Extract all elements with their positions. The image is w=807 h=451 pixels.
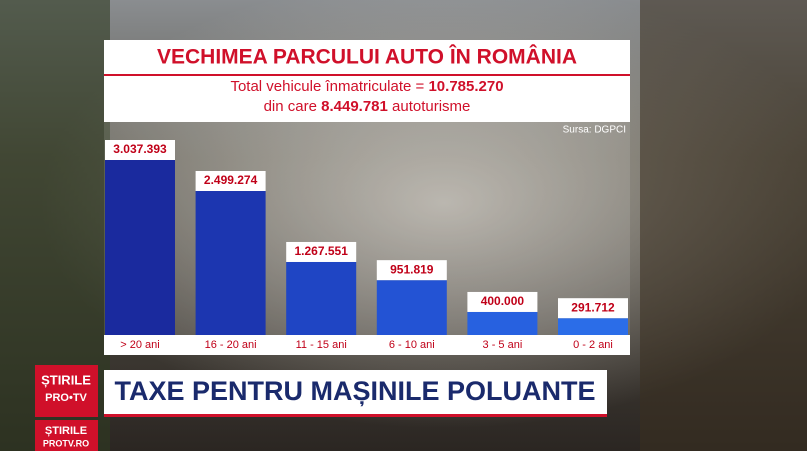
chart-title: VECHIMEA PARCULUI AUTO ÎN ROMÂNIA: [157, 45, 577, 69]
web-text: ȘTIRILE: [45, 425, 87, 437]
value-label-box: [558, 298, 628, 319]
logo-text: ȘTIRILE: [41, 372, 91, 387]
bar: [376, 280, 447, 335]
bar: [467, 311, 538, 335]
value-label-box: [376, 260, 447, 281]
subtitle-text: Total vehicule înmatriculate =: [230, 78, 428, 95]
headline: TAXE PENTRU MAȘINILE POLUANTE: [114, 376, 595, 406]
chart-area: [104, 122, 630, 355]
category-strip: [104, 335, 630, 355]
logo-text: PRO•TV: [45, 392, 87, 404]
value-label: 951.819: [390, 262, 434, 276]
subtitle-text: autoturisme: [388, 98, 471, 115]
subtitle-text: din care: [264, 98, 322, 115]
x-tick-label: 11 - 15 ani: [296, 339, 347, 351]
divider: [104, 74, 630, 76]
value-label: 400.000: [481, 294, 525, 308]
banner: [104, 370, 607, 416]
header-box: [104, 40, 630, 122]
value-label-box: [105, 140, 175, 160]
logo-box: [35, 365, 98, 417]
x-tick-label: 0 - 2 ani: [573, 339, 613, 351]
subtitle: din care 8.449.781 autoturisme: [264, 98, 471, 115]
x-tick-label: 3 - 5 ani: [483, 339, 523, 351]
web-text: PROTV.RO: [43, 438, 89, 448]
bars: 3.037.393 > 20 ani 2.499.274 16 - 20 ani 1.2…: [105, 140, 628, 351]
x-tick-label: 16 - 20 ani: [205, 339, 257, 351]
value-label-box: [467, 291, 538, 312]
subtitle: Total vehicule înmatriculate = 10.785.27…: [230, 78, 503, 95]
subtitle-number: 8.449.781: [321, 98, 388, 115]
value-label: 1.267.551: [295, 244, 349, 258]
x-tick-label: 6 - 10 ani: [389, 339, 435, 351]
bar: [105, 160, 175, 335]
trees-right: [640, 0, 807, 451]
subtitle-number: 10.785.270: [428, 78, 503, 95]
value-label-box: [195, 171, 266, 192]
value-label: 2.499.274: [204, 173, 258, 187]
value-label-box: [286, 241, 357, 262]
bar: [558, 318, 628, 335]
x-tick-label: > 20 ani: [120, 339, 159, 351]
bar: [286, 261, 357, 335]
web-box: [35, 420, 98, 451]
banner-line: [104, 414, 607, 417]
bar: [195, 191, 266, 335]
source: Sursa: DGPCI: [563, 125, 626, 136]
value-label: 3.037.393: [113, 142, 167, 156]
value-label: 291.712: [571, 300, 615, 314]
